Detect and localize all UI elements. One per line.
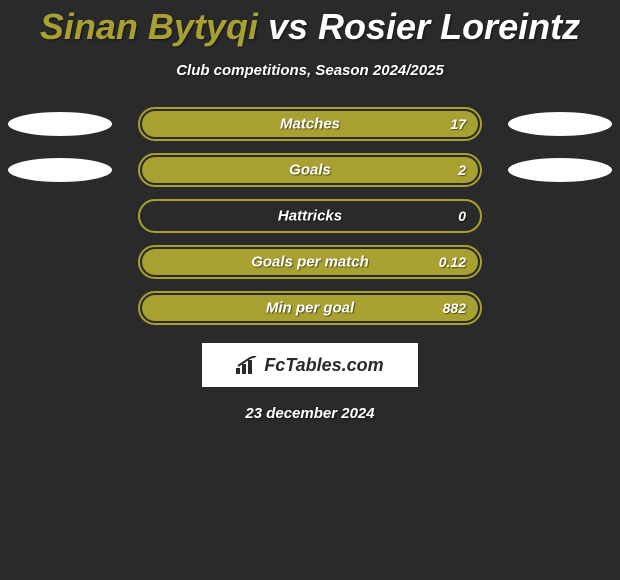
stat-label: Hattricks	[278, 208, 342, 225]
logo-text: FcTables.com	[264, 355, 383, 376]
player2-name: Rosier Loreintz	[318, 6, 580, 47]
right-oval	[508, 296, 612, 320]
chart-icon	[236, 356, 258, 374]
right-oval	[508, 158, 612, 182]
right-oval	[508, 250, 612, 274]
stats-container: Matches 17 Goals 2 Hattricks 0 Goals per match…	[0, 107, 620, 325]
stat-value: 17	[450, 116, 466, 132]
stat-value: 2	[458, 162, 466, 178]
vs-text: vs	[268, 6, 308, 47]
player1-name: Sinan Bytyqi	[40, 6, 258, 47]
stat-value: 0	[458, 208, 466, 224]
stat-row: Matches 17	[0, 107, 620, 141]
comparison-title: Sinan Bytyqi vs Rosier Loreintz	[0, 0, 620, 48]
stat-bar: Min per goal 882	[138, 291, 482, 325]
stat-value: 882	[443, 300, 466, 316]
stat-row: Hattricks 0	[0, 199, 620, 233]
left-oval	[8, 204, 112, 228]
stat-bar: Goals 2	[138, 153, 482, 187]
stat-row: Min per goal 882	[0, 291, 620, 325]
stat-row: Goals per match 0.12	[0, 245, 620, 279]
left-oval	[8, 112, 112, 136]
left-oval	[8, 158, 112, 182]
stat-label: Min per goal	[266, 300, 354, 317]
stat-row: Goals 2	[0, 153, 620, 187]
stat-label: Goals per match	[251, 254, 369, 271]
right-oval	[508, 112, 612, 136]
date-text: 23 december 2024	[0, 405, 620, 422]
right-oval	[508, 204, 612, 228]
left-oval	[8, 296, 112, 320]
stat-label: Matches	[280, 116, 340, 133]
stat-bar: Hattricks 0	[138, 199, 482, 233]
stat-label: Goals	[289, 162, 331, 179]
subtitle: Club competitions, Season 2024/2025	[0, 62, 620, 79]
stat-bar: Matches 17	[138, 107, 482, 141]
stat-bar: Goals per match 0.12	[138, 245, 482, 279]
left-oval	[8, 250, 112, 274]
stat-value: 0.12	[439, 254, 466, 270]
site-logo: FcTables.com	[202, 343, 418, 387]
